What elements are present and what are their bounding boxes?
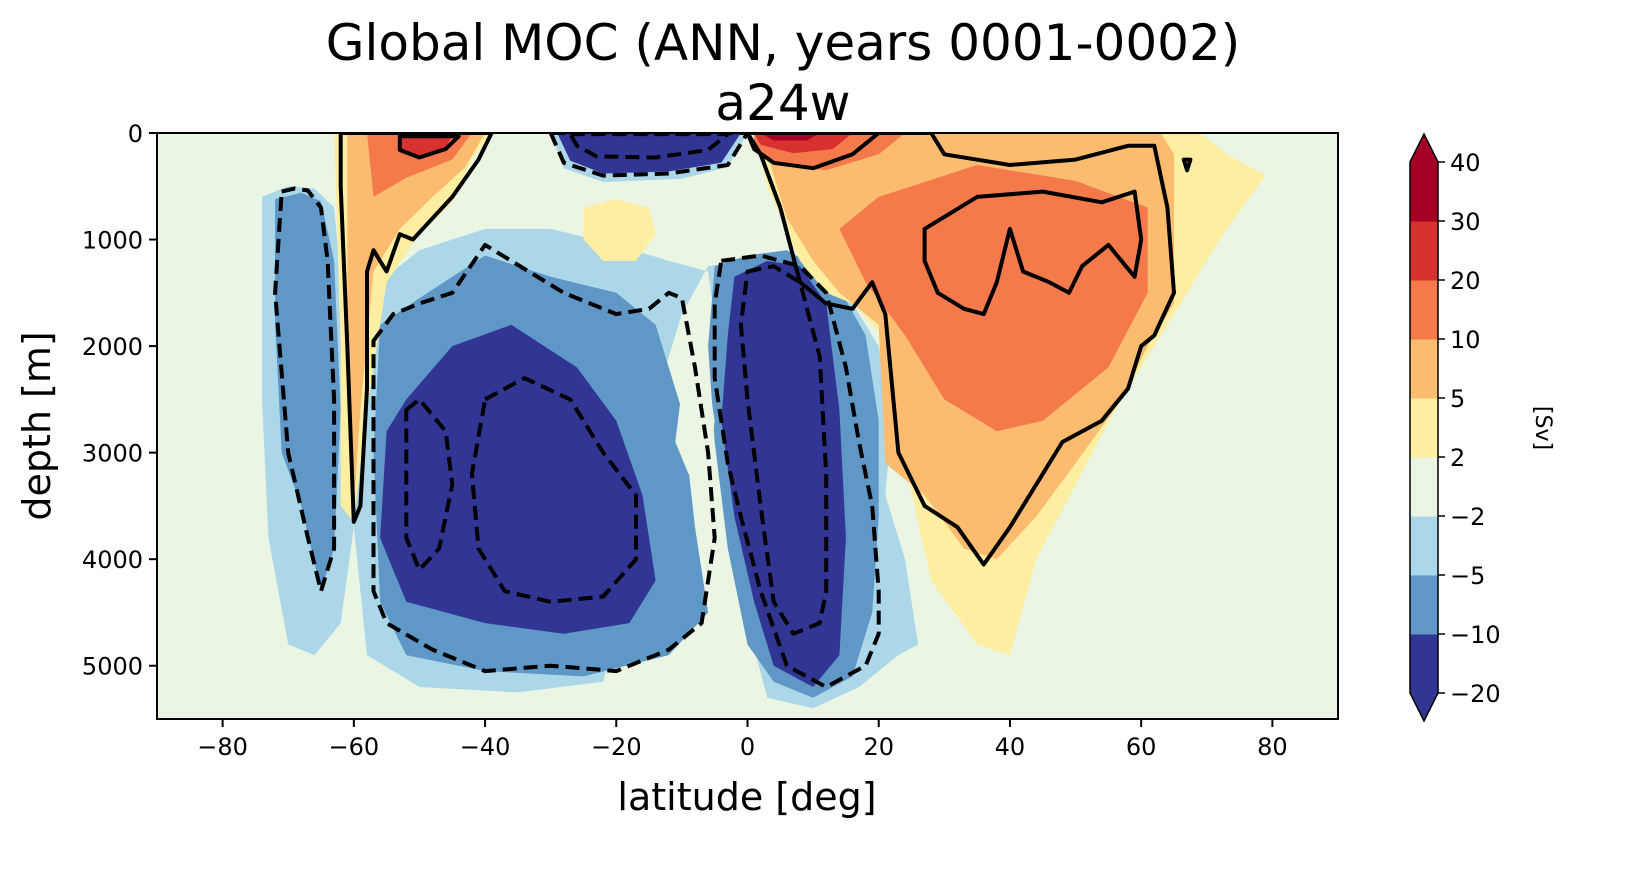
- contour-line-north-pos: [745, 133, 1176, 567]
- contour-fill-antarctic: [275, 192, 341, 592]
- x-tick-label: −40: [460, 733, 511, 761]
- x-tick-label: −20: [591, 733, 642, 761]
- colorbar-tick-label: −20: [1450, 680, 1501, 708]
- colorbar-tick-label: 5: [1450, 385, 1465, 413]
- contour-line-tropical-north-pos: [745, 133, 881, 171]
- contour-line-southern-core: [397, 134, 461, 160]
- y-axis-label: depth [m]: [15, 331, 59, 520]
- contour-fill-equatorial-core: [721, 260, 846, 687]
- x-tick-label: 80: [1257, 733, 1288, 761]
- contour-line-deep-south-neg: [371, 242, 717, 674]
- y-axis: 0 1000 2000 3000 4000 5000: [82, 120, 157, 681]
- x-axis-label: latitude [deg]: [617, 775, 876, 819]
- colorbar-extend-low: [1410, 693, 1438, 721]
- contour-line-north-core: [922, 189, 1144, 317]
- y-tick-label: 0: [128, 120, 143, 148]
- contour-line-tropical-south-core: [568, 133, 730, 160]
- colorbar-tick-label: 40: [1450, 149, 1481, 177]
- contour-fill-tropical-south: [557, 133, 741, 174]
- colorbar-tick-label: 10: [1450, 326, 1481, 354]
- colorbar-tick-label: −5: [1450, 562, 1485, 590]
- x-tick-label: 0: [740, 733, 755, 761]
- y-tick-label: 4000: [82, 546, 143, 574]
- contour-line-layer: [273, 133, 1193, 689]
- x-tick-label: −80: [197, 733, 248, 761]
- chart-title: Global MOC (ANN, years 0001-0002): [325, 14, 1241, 72]
- contour-line-equatorial-neg: [712, 253, 881, 689]
- contour-line-north-outlier: [1181, 157, 1193, 173]
- colorbar-tick-label: 20: [1450, 267, 1481, 295]
- colorbar-segment: [1410, 634, 1438, 694]
- contour-fill-southern-pos: [347, 133, 486, 506]
- contour-line-equatorial-core: [738, 264, 829, 636]
- colorbar-segment: [1410, 339, 1438, 399]
- colorbar-label: [Sv]: [1530, 406, 1555, 450]
- colorbar-segment: [1410, 398, 1438, 458]
- contour-fill-subtropical-weak: [583, 199, 656, 261]
- y-tick-label: 5000: [82, 653, 143, 681]
- colorbar-segment: [1410, 575, 1438, 635]
- chart-subtitle: a24w: [715, 74, 851, 132]
- contour-line-deep-south-core-b: [469, 376, 638, 604]
- contour-line-deep-south-core-a: [404, 397, 455, 572]
- contour-fill-southern-peak: [399, 135, 453, 157]
- y-tick-label: 1000: [82, 227, 143, 255]
- colorbar-tick-label: 2: [1450, 444, 1465, 472]
- contour-line-southern-pos: [338, 133, 494, 524]
- colorbar-tick-label: −2: [1450, 503, 1485, 531]
- colorbar-segment: [1410, 457, 1438, 517]
- contour-fill-deep-south-core: [380, 324, 656, 634]
- colorbar: −20 −10 −5 −2 2 5 10 20 30 40: [1409, 132, 1501, 723]
- colorbar-tick-label: 30: [1450, 208, 1481, 236]
- contour-line-tropical-south-neg: [548, 133, 750, 178]
- x-axis: −80 −60 −40 −20 0 20 40 60 80: [197, 719, 1288, 761]
- x-tick-label: 40: [995, 733, 1026, 761]
- x-tick-label: 60: [1126, 733, 1157, 761]
- filled-contour-layer: [262, 133, 1266, 709]
- contour-fill-equatorial-gap: [675, 378, 715, 474]
- contour-fill-north-core: [839, 165, 1148, 432]
- colorbar-segment: [1410, 221, 1438, 281]
- colorbar-segment: [1410, 516, 1438, 576]
- colorbar-segment: [1410, 162, 1438, 222]
- colorbar-tick-label: −10: [1450, 621, 1501, 649]
- x-tick-label: −60: [329, 733, 380, 761]
- contour-line-antarctic-neg: [273, 186, 337, 594]
- x-tick-label: 20: [863, 733, 894, 761]
- colorbar-extend-high: [1410, 134, 1438, 162]
- colorbar-segment: [1410, 280, 1438, 340]
- y-tick-label: 2000: [82, 333, 143, 361]
- y-tick-label: 3000: [82, 440, 143, 468]
